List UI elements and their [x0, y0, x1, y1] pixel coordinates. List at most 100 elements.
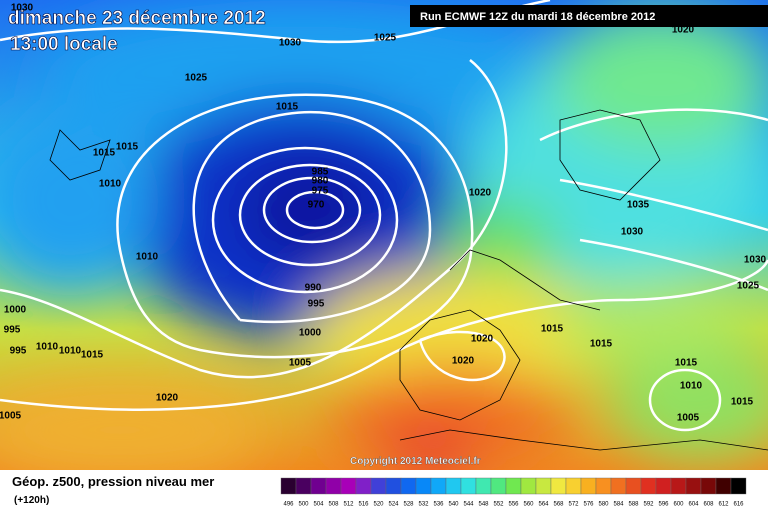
colorbar-label: 544: [463, 502, 474, 508]
colorbar-swatch: [355, 477, 372, 495]
colorbar-swatch: [670, 477, 687, 495]
isobar-label: 1010: [59, 346, 82, 357]
colorbar-label: 588: [628, 502, 639, 508]
isobar-label: 995: [308, 299, 325, 310]
lead-time: (+120h): [14, 495, 49, 506]
isobar-label: 1015: [731, 397, 754, 408]
colorbar-label: 500: [298, 502, 309, 508]
isobar-label: 1000: [299, 328, 322, 339]
isobar-label: 1035: [627, 200, 650, 211]
isobar-label: 1010: [99, 179, 122, 190]
colorbar-label: 556: [508, 502, 519, 508]
isobar-label: 1020: [672, 25, 695, 36]
colorbar-swatch: [340, 477, 357, 495]
isobar-label: 1015: [116, 142, 139, 153]
isobar-label: 1010: [136, 252, 159, 263]
colorbar-label: 616: [733, 502, 744, 508]
colorbar-label: 536: [433, 502, 444, 508]
colorbar-swatch: [505, 477, 522, 495]
isobar-label: 970: [308, 200, 325, 211]
isobar-label: 1005: [289, 358, 312, 369]
colorbar-label: 504: [313, 502, 324, 508]
colorbar-label: 604: [688, 502, 699, 508]
colorbar-swatch: [535, 477, 552, 495]
map-time: 13:00 locale: [10, 34, 118, 55]
map-date: dimanche 23 décembre 2012: [8, 8, 266, 29]
run-info: Run ECMWF 12Z du mardi 18 décembre 2012: [420, 11, 655, 23]
colorbar-label: 516: [358, 502, 369, 508]
colorbar-swatch: [715, 477, 732, 495]
colorbar-label: 508: [328, 502, 339, 508]
colorbar-swatch: [685, 477, 702, 495]
isobar-label: 995: [10, 346, 27, 357]
colorbar-label: 560: [523, 502, 534, 508]
isobar-label: 1015: [276, 102, 299, 113]
colorbar-swatch: [295, 477, 312, 495]
isobar-label: 1000: [4, 305, 27, 316]
colorbar-swatch: [370, 477, 387, 495]
colorbar-swatch: [655, 477, 672, 495]
isobar-label: 1010: [680, 381, 703, 392]
colorbar-label: 512: [343, 502, 354, 508]
colorbar-label: 568: [553, 502, 564, 508]
colorbar-swatch: [445, 477, 462, 495]
colorbar-label: 592: [643, 502, 654, 508]
colorbar-label: 584: [613, 502, 624, 508]
isobar-label: 1020: [452, 356, 475, 367]
colorbar-label: 600: [673, 502, 684, 508]
coastlines: [49, 109, 768, 451]
colorbar-swatch: [325, 477, 342, 495]
isobar-label: 1020: [156, 393, 179, 404]
colorbar-label: 576: [583, 502, 594, 508]
legend-title: Géop. z500, pression niveau mer: [12, 474, 214, 489]
colorbar-swatch: [610, 477, 627, 495]
colorbar-label: 548: [478, 502, 489, 508]
isobar-label: 1025: [737, 281, 760, 292]
isobar-label: 1015: [93, 148, 116, 159]
isobar-label: 985: [312, 167, 329, 178]
colorbar-label: 564: [538, 502, 549, 508]
isobars: [0, 0, 768, 430]
colorbar-label: 496: [283, 502, 294, 508]
colorbar-swatch: [310, 477, 327, 495]
colorbar-swatch: [460, 477, 477, 495]
colorbar-swatch: [400, 477, 417, 495]
isobar-label: 975: [312, 186, 329, 197]
colorbar-swatch: [595, 477, 612, 495]
colorbar-label: 520: [373, 502, 384, 508]
isobar-label: 1005: [0, 411, 22, 422]
colorbar-swatch: [430, 477, 447, 495]
colorbar-swatch: [490, 477, 507, 495]
isobar-label: 1030: [279, 38, 302, 49]
isobar-label: 1030: [621, 227, 644, 238]
colorbar-swatch: [385, 477, 402, 495]
colorbar-label: 572: [568, 502, 579, 508]
colorbar-label: 524: [388, 502, 399, 508]
colorbar-label: 612: [718, 502, 729, 508]
isobar-label: 1015: [81, 350, 104, 361]
colorbar-swatch: [625, 477, 642, 495]
colorbar-label: 532: [418, 502, 429, 508]
isobar-label: 1025: [374, 33, 397, 44]
colorbar-swatch: [520, 477, 537, 495]
isobar-label: 990: [305, 283, 322, 294]
colorbar-swatch: [280, 477, 297, 495]
isobar-label: 1005: [677, 413, 700, 424]
isobar-label: 1010: [36, 342, 59, 353]
colorbar-label: 596: [658, 502, 669, 508]
colorbar-swatch: [700, 477, 717, 495]
colorbar-swatch: [550, 477, 567, 495]
isobar-label: 1015: [675, 358, 698, 369]
colorbar-swatch: [640, 477, 657, 495]
isobar-label: 1025: [185, 73, 208, 84]
colorbar-label: 540: [448, 502, 459, 508]
colorbar-swatch: [415, 477, 432, 495]
isobar-label: 1015: [590, 339, 613, 350]
colorbar-swatch: [580, 477, 597, 495]
isobar-label: 1030: [744, 255, 767, 266]
isobar-label: 980: [312, 176, 329, 187]
isobar-label: 1030: [11, 3, 34, 14]
isobar-label: 1020: [469, 188, 492, 199]
colorbar-label: 528: [403, 502, 414, 508]
